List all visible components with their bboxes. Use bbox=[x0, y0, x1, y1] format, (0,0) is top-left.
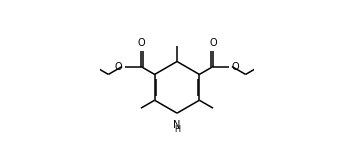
Text: O: O bbox=[209, 38, 217, 48]
Text: O: O bbox=[114, 62, 122, 71]
Text: N: N bbox=[173, 120, 181, 130]
Text: O: O bbox=[232, 62, 240, 71]
Text: H: H bbox=[174, 126, 180, 135]
Text: O: O bbox=[137, 38, 145, 48]
